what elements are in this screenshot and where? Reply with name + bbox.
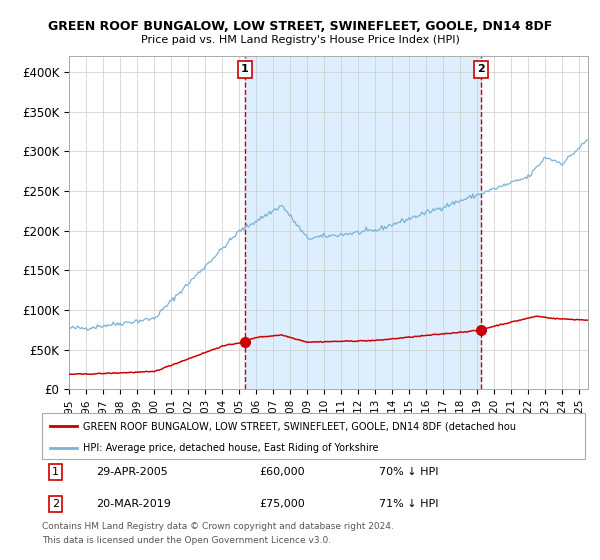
- Text: £75,000: £75,000: [259, 499, 305, 509]
- Text: 29-APR-2005: 29-APR-2005: [97, 467, 168, 477]
- Text: Price paid vs. HM Land Registry's House Price Index (HPI): Price paid vs. HM Land Registry's House …: [140, 35, 460, 45]
- Text: 71% ↓ HPI: 71% ↓ HPI: [379, 499, 438, 509]
- Text: 70% ↓ HPI: 70% ↓ HPI: [379, 467, 438, 477]
- Text: £60,000: £60,000: [259, 467, 305, 477]
- Text: 2: 2: [52, 499, 59, 509]
- Text: 2: 2: [477, 64, 485, 74]
- Text: HPI: Average price, detached house, East Riding of Yorkshire: HPI: Average price, detached house, East…: [83, 443, 378, 453]
- Text: This data is licensed under the Open Government Licence v3.0.: This data is licensed under the Open Gov…: [42, 536, 331, 545]
- Text: Contains HM Land Registry data © Crown copyright and database right 2024.: Contains HM Land Registry data © Crown c…: [42, 522, 394, 531]
- Text: GREEN ROOF BUNGALOW, LOW STREET, SWINEFLEET, GOOLE, DN14 8DF (detached hou: GREEN ROOF BUNGALOW, LOW STREET, SWINEFL…: [83, 421, 516, 431]
- FancyBboxPatch shape: [42, 413, 585, 459]
- Text: 1: 1: [241, 64, 248, 74]
- Text: 1: 1: [52, 467, 59, 477]
- Bar: [245, 56, 481, 389]
- Text: 20-MAR-2019: 20-MAR-2019: [97, 499, 171, 509]
- Text: GREEN ROOF BUNGALOW, LOW STREET, SWINEFLEET, GOOLE, DN14 8DF: GREEN ROOF BUNGALOW, LOW STREET, SWINEFL…: [48, 20, 552, 32]
